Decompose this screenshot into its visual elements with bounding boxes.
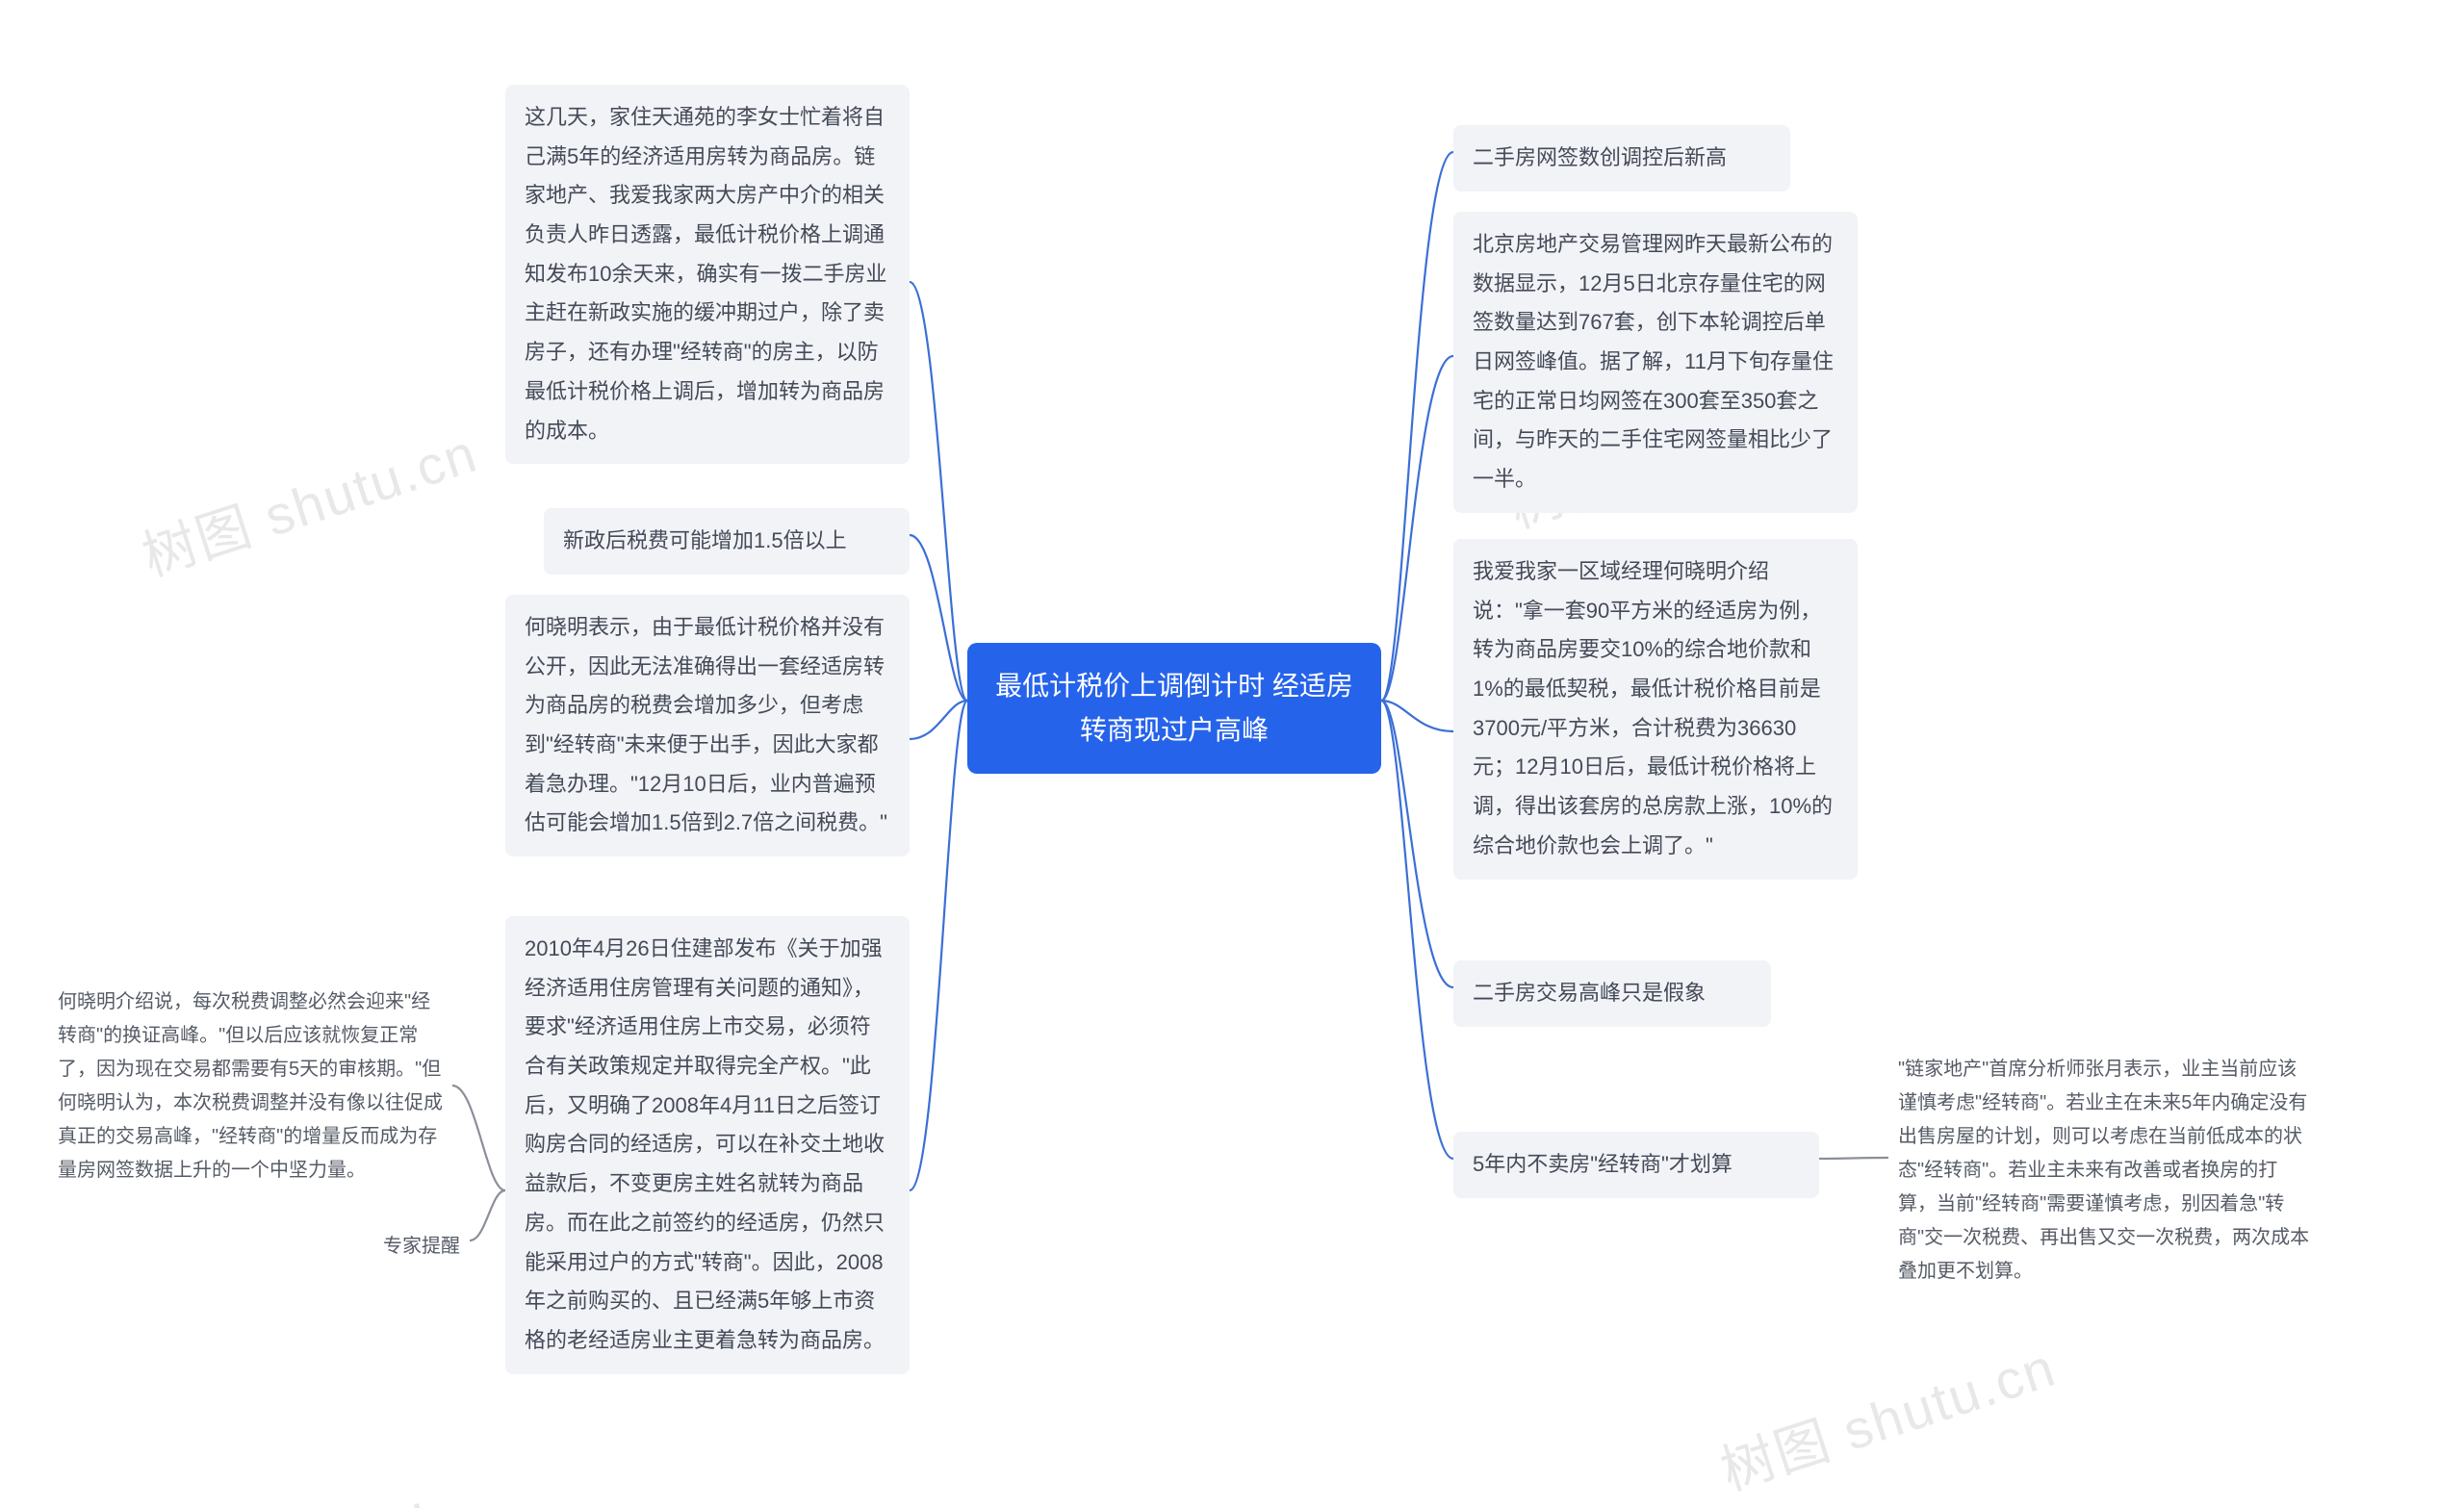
- branch-left-4: 2010年4月26日住建部发布《关于加强经济适用住房管理有关问题的通知》，要求"…: [505, 916, 910, 1374]
- mindmap-root: 最低计税价上调倒计时 经适房转商现过户高峰: [967, 643, 1381, 774]
- leaf-R5a: "链家地产"首席分析师张月表示，业主当前应该谨慎考虑"经转商"。若业主在未来5年…: [1888, 1047, 2322, 1294]
- watermark: shutu: [283, 1481, 437, 1508]
- branch-left-3: 何晓明表示，由于最低计税价格并没有公开，因此无法准确得出一套经适房转为商品房的税…: [505, 595, 910, 856]
- branch-right-3: 我爱我家一区域经理何晓明介绍说："拿一套90平方米的经适房为例，转为商品房要交1…: [1453, 539, 1858, 880]
- branch-left-2: 新政后税费可能增加1.5倍以上: [544, 508, 910, 575]
- branch-right-2: 北京房地产交易管理网昨天最新公布的数据显示，12月5日北京存量住宅的网签数量达到…: [1453, 212, 1858, 513]
- leaf-L4a: 何晓明介绍说，每次税费调整必然会迎来"经转商"的换证高峰。"但以后应该就恢复正常…: [48, 980, 452, 1193]
- branch-right-5: 5年内不卖房"经转商"才划算: [1453, 1132, 1819, 1198]
- branch-left-1: 这几天，家住天通苑的李女士忙着将自己满5年的经济适用房转为商品房。链家地产、我爱…: [505, 85, 910, 464]
- watermark: 树图 shutu.cn: [1709, 1324, 2065, 1506]
- watermark: 树图 shutu.cn: [131, 410, 486, 592]
- leaf-L4b: 专家提醒: [373, 1224, 470, 1269]
- branch-right-4: 二手房交易高峰只是假象: [1453, 960, 1771, 1027]
- branch-right-1: 二手房网签数创调控后新高: [1453, 125, 1790, 192]
